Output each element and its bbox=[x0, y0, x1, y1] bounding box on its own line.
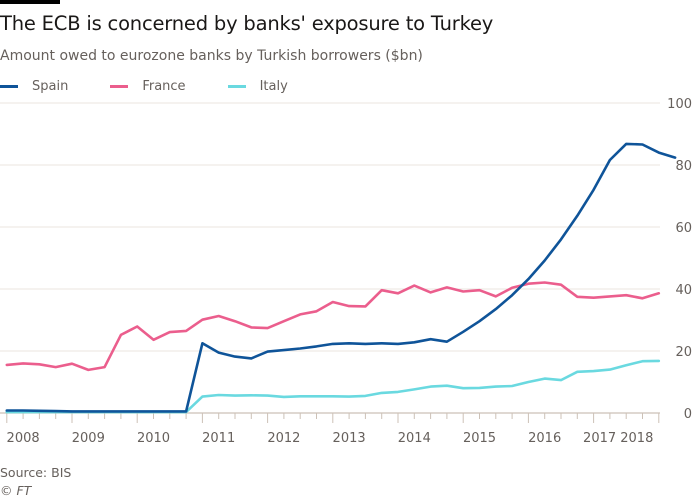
chart-title: The ECB is concerned by banks' exposure … bbox=[0, 12, 494, 35]
y-tick-label-100: 100 bbox=[667, 97, 692, 112]
legend-item-italy: Italy bbox=[227, 79, 288, 94]
x-tick-label-2012: 2012 bbox=[267, 431, 300, 446]
legend-label-spain: Spain bbox=[32, 79, 69, 94]
legend-swatch-spain bbox=[0, 85, 18, 88]
legend-label-france: France bbox=[142, 79, 186, 94]
y-axis-ticks: 0 20 40 60 80 100 bbox=[667, 97, 692, 422]
legend: Spain France Italy bbox=[0, 79, 330, 94]
legend-label-italy: Italy bbox=[259, 79, 288, 94]
x-tick-label-2013: 2013 bbox=[333, 431, 366, 446]
chart-subtitle: Amount owed to eurozone banks by Turkish… bbox=[0, 48, 423, 64]
source-note: Source: BIS bbox=[0, 465, 72, 480]
y-tick-label-60: 60 bbox=[675, 221, 692, 236]
x-tick-label-2014: 2014 bbox=[398, 431, 431, 446]
x-tick-label-2015: 2015 bbox=[463, 431, 496, 446]
ft-brand-bar bbox=[0, 0, 60, 4]
x-tick-label-2009: 2009 bbox=[72, 431, 105, 446]
line-chart: 0 20 40 60 80 100 2008 2009 2010 2011 2012 2013 201… bbox=[0, 97, 692, 446]
x-tick-label-2008: 2008 bbox=[7, 431, 40, 446]
x-axis: 2008 2009 2010 2011 2012 2013 2014 2015 2016 2017… bbox=[0, 412, 660, 446]
series-line-italy bbox=[5, 359, 661, 414]
legend-swatch-italy bbox=[227, 85, 246, 88]
legend-item-spain: Spain bbox=[0, 79, 68, 94]
y-tick-label-20: 20 bbox=[675, 345, 692, 360]
y-tick-label-0: 0 bbox=[684, 407, 692, 422]
legend-swatch-france bbox=[110, 85, 129, 88]
copyright-note: © FT bbox=[0, 483, 32, 498]
x-tick-label-2018: 2018 bbox=[620, 431, 653, 446]
x-tick-label-2011: 2011 bbox=[202, 431, 235, 446]
x-tick-label-2010: 2010 bbox=[137, 431, 170, 446]
y-tick-label-80: 80 bbox=[675, 159, 692, 174]
series-line-france bbox=[5, 281, 661, 372]
y-tick-label-40: 40 bbox=[675, 283, 692, 298]
series-line-spain bbox=[5, 142, 677, 413]
x-tick-label-2017: 2017 bbox=[583, 431, 616, 446]
series-lines bbox=[5, 142, 677, 414]
gridlines bbox=[0, 102, 660, 352]
legend-item-france: France bbox=[110, 79, 186, 94]
x-tick-label-2016: 2016 bbox=[528, 431, 561, 446]
